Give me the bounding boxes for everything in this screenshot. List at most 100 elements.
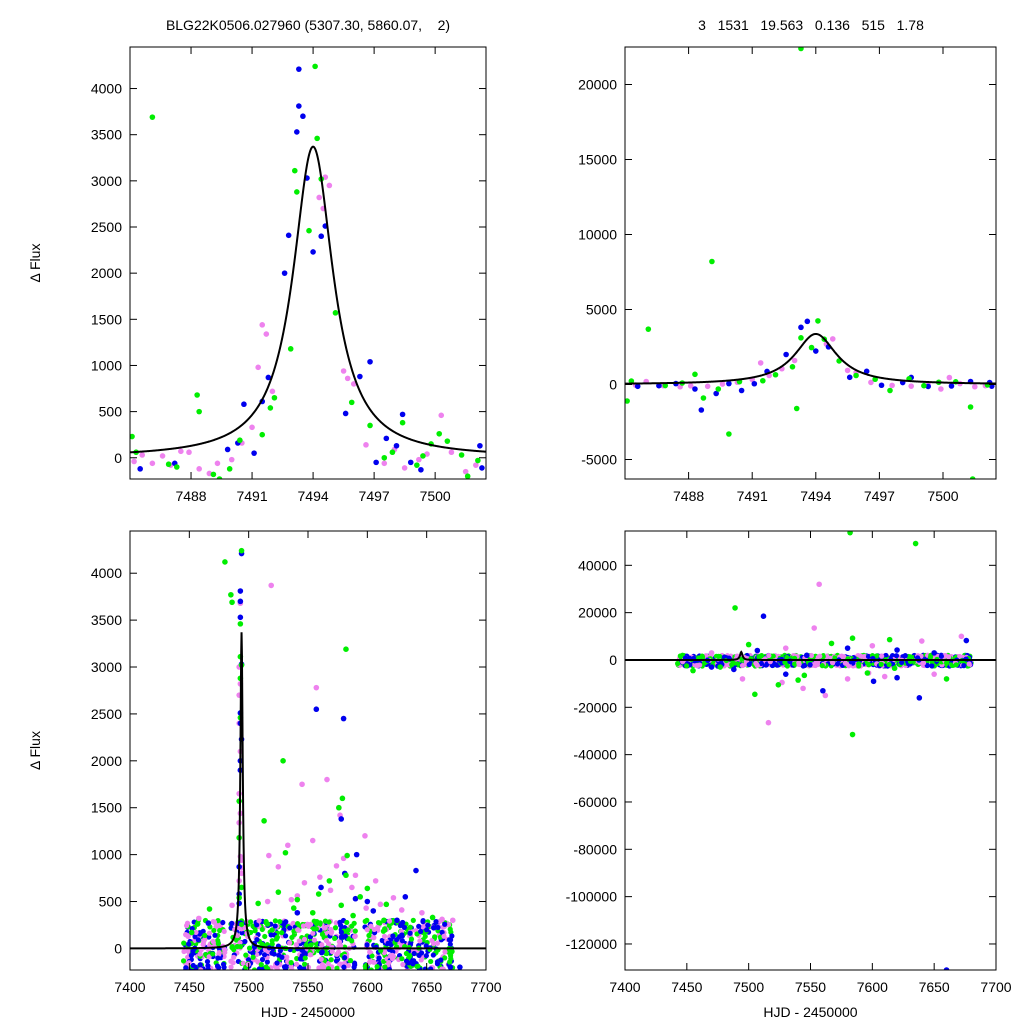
data-point [822,692,829,699]
noise-point [792,661,798,667]
noise-point [263,919,269,925]
data-point [782,671,789,677]
noise-point [961,663,967,669]
data-point [419,909,425,916]
data-point [389,449,396,456]
noise-point [301,961,308,967]
x-tick-label: 7491 [236,488,267,504]
y-axis-label: Δ Flux [27,244,43,283]
data-point [149,460,156,467]
noise-point [205,963,211,969]
noise-point [341,964,347,970]
data-point [407,459,414,466]
data-point [731,666,737,673]
noise-point [264,959,270,965]
noise-point [334,965,340,970]
noise-point [374,964,380,970]
data-point [869,642,876,649]
noise-point [237,940,243,946]
noise-point [198,967,204,970]
noise-point [220,919,226,926]
noise-point [856,661,862,667]
data-point [229,599,235,606]
data-point [275,864,282,870]
data-point [430,924,437,931]
data-point [364,898,371,905]
data-point [363,905,369,911]
noise-point [229,920,235,927]
y-tick-label: 0 [114,450,122,466]
noise-point [416,952,422,958]
noise-point [739,662,746,669]
data-point [698,407,705,413]
data-point [795,677,801,683]
data-point [214,460,221,467]
noise-point [770,653,776,659]
data-point [868,379,874,386]
noise-point [440,966,446,970]
noise-point [423,953,429,959]
data-point [350,912,356,919]
noise-point [258,962,264,968]
data-point [798,335,804,341]
x-tick-label: 7400 [609,979,640,995]
y-tick-label: -120000 [566,936,618,952]
x-tick-label: 7400 [114,979,145,995]
data-point [383,901,390,908]
noise-point [325,961,331,967]
noise-point [290,920,296,926]
data-point [310,249,316,255]
data-point [353,851,360,858]
data-point [381,454,388,461]
x-tick-label: 7650 [411,979,442,995]
data-point [318,884,324,891]
noise-point [756,654,762,660]
data-point [963,637,970,644]
noise-point [294,920,301,927]
noise-point [239,921,245,928]
data-point [662,382,669,389]
data-point [285,232,292,239]
noise-point [386,918,393,924]
noise-point [319,931,326,938]
noise-point [399,956,405,962]
noise-point [938,653,944,659]
noise-point [180,958,187,964]
noise-point [215,941,221,947]
noise-point [746,661,752,668]
data-point [210,471,217,478]
noise-point [733,660,739,666]
data-point [704,383,711,390]
data-point [241,401,247,408]
noise-point [254,936,260,943]
data-point [813,348,819,354]
data-point [402,894,409,900]
noise-point [300,923,307,929]
data-point [863,368,870,375]
noise-point [447,926,453,932]
data-point [149,114,156,120]
y-tick-label: -80000 [573,841,617,857]
panel-top-left: 7488 7491 7494 7497 7500 0 500 1000 1500 2000 2500… [27,46,487,504]
noise-point [303,942,309,948]
noise-point [322,925,328,931]
noise-point [415,963,421,969]
data-point [782,645,789,651]
noise-point [382,964,388,970]
data-point [690,667,696,674]
noise-point [310,930,316,936]
x-tick-label: 7450 [671,979,702,995]
data-point [290,905,297,911]
noise-point [398,922,404,928]
noise-point [250,954,256,960]
data-point [318,233,325,240]
data-point [381,917,387,924]
noise-point [240,960,246,966]
data-point [237,614,244,621]
noise-point [271,951,277,957]
noise-point [407,930,413,936]
noise-point [371,926,377,933]
noise-point [274,960,280,966]
noise-point [193,929,199,936]
data-point [263,331,270,337]
